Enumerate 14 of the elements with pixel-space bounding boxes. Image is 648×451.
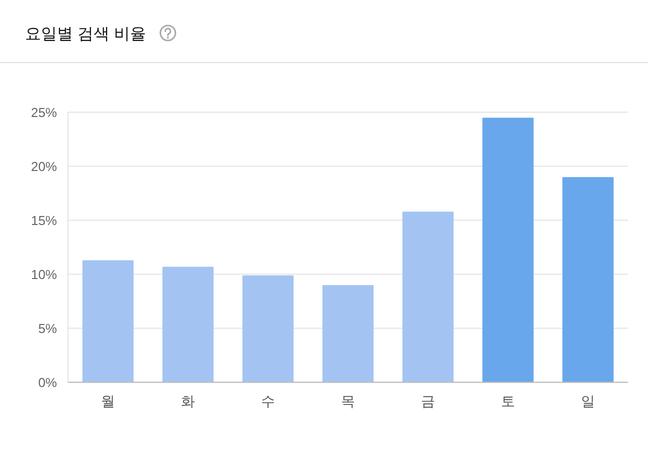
xtick-label: 토 — [501, 393, 515, 409]
ytick-label: 15% — [30, 212, 57, 228]
xtick-label: 일 — [581, 393, 595, 409]
xtick-label: 월 — [101, 393, 115, 409]
xtick-label: 화 — [181, 393, 195, 409]
title: 요일별 검색 비율 — [25, 26, 146, 43]
ytick-label: 20% — [30, 158, 57, 174]
xtick-label: 수 — [261, 393, 275, 409]
xtick-label: 금 — [421, 393, 435, 409]
ytick-label: 10% — [30, 266, 57, 282]
ytick-label: 0% — [38, 374, 57, 390]
ytick-label: 5% — [38, 320, 57, 336]
ytick-label: 25% — [30, 104, 57, 120]
xtick-label: 목 — [341, 393, 355, 409]
